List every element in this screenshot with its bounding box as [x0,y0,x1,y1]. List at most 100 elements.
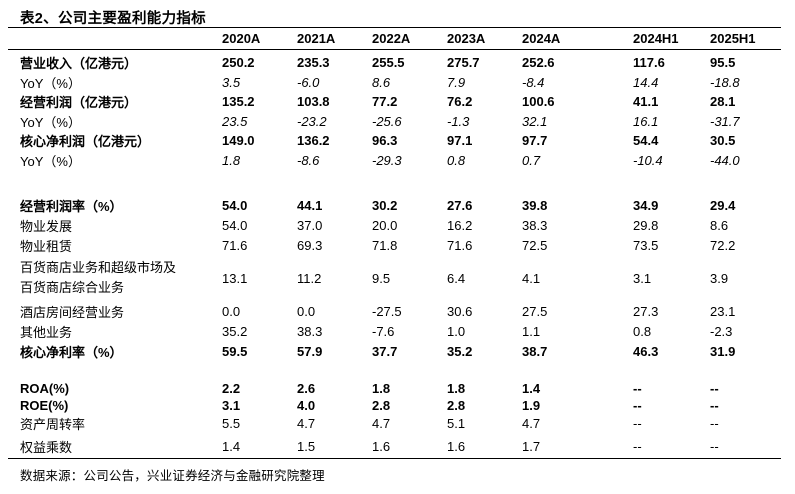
cell-value: -- [710,416,719,431]
cell-value: 136.2 [297,133,330,149]
cell-value: 8.6 [710,217,729,233]
cell-value: 250.2 [222,55,255,71]
row-label: 经营利润（亿港元） [20,95,138,111]
cell-value: 96.3 [372,133,398,149]
cell-value: 34.9 [633,197,659,213]
cell-value: 3.1 [633,270,652,286]
cell-value: 117.6 [633,55,665,71]
cell-value: 13.1 [222,270,248,286]
cell-value: 149.0 [222,133,255,149]
cell-value: 3.5 [222,74,241,90]
row-label: YoY（%） [20,114,81,130]
table-row: 经营利润（亿港元） 135.2 103.8 77.2 76.2 100.6 41.1 28.1 [8,92,781,112]
cell-value: 1.1 [522,323,541,339]
cell-value: 59.5 [222,343,248,359]
cell-value: -29.3 [372,152,402,168]
cell-value: 0.8 [447,152,466,168]
row-label: 资产周转率 [20,417,86,432]
cell-value: 235.3 [297,55,330,71]
cell-value: 1.4 [522,381,541,396]
cell-value: 0.7 [522,152,541,168]
cell-value: -1.3 [447,113,470,129]
cell-value: 3.1 [222,398,241,413]
cell-value: 71.6 [222,237,248,253]
row-label: 经营利润率（%） [20,198,123,214]
table-section: 营业收入（亿港元） 250.2 235.3 255.5 275.7 252.6 117.6 9… [8,50,781,170]
cell-value: 0.0 [222,303,241,319]
cell-value: 30.2 [372,197,398,213]
cell-value: 27.6 [447,197,473,213]
table-row: 核心净利润（亿港元） 149.0 136.2 96.3 97.1 97.7 54.4 30.5 [8,131,781,151]
column-header: 2025H1 [710,31,756,46]
data-source-note: 数据来源：公司公告，兴业证券经济与金融研究院整理 [20,469,325,483]
cell-value: 38.3 [522,217,548,233]
cell-value: 1.7 [522,439,541,454]
cell-value: 44.1 [297,197,323,213]
cell-value: 16.2 [447,217,473,233]
row-label: 酒店房间经营业务 [20,304,125,320]
cell-value: 72.5 [522,237,548,253]
cell-value: 1.5 [297,439,316,454]
cell-value: 9.5 [372,270,391,286]
column-header: 2024H1 [633,31,679,46]
cell-value: -- [633,381,642,396]
cell-value: 30.5 [710,133,736,149]
cell-value: 32.1 [522,113,548,129]
cell-value: 255.5 [372,55,405,71]
column-header: 2024A [522,31,561,46]
table-row: YoY（%） 1.8 -8.6 -29.3 0.8 0.7 -10.4 -44.0 [8,151,781,171]
cell-value: 72.2 [710,237,736,253]
cell-value: 27.3 [633,303,659,319]
cell-value: 76.2 [447,94,473,110]
cell-value: 38.7 [522,343,548,359]
cell-value: 30.6 [447,303,473,319]
cell-value: 97.1 [447,133,473,149]
cell-value: 1.4 [222,439,241,454]
cell-value: 0.8 [633,323,652,339]
cell-value: -- [710,439,719,454]
cell-value: 5.5 [222,416,241,431]
cell-value: -31.7 [710,113,740,129]
cell-value: -23.2 [297,113,327,129]
cell-value: 4.0 [297,398,316,413]
table-row: YoY（%） 3.5 -6.0 8.6 7.9 -8.4 14.4 -18.8 [8,73,781,93]
table-section: 经营利润率（%） 54.0 44.1 30.2 27.6 39.8 34.9 29.4 物业发展… [8,195,781,361]
row-label: 营业收入（亿港元） [20,56,138,72]
cell-value: 0.0 [297,303,316,319]
row-label: 物业发展 [20,218,73,234]
row-label: 核心净利润（亿港元） [20,134,151,150]
cell-value: -- [633,416,642,431]
column-header: 2021A [297,31,336,46]
cell-value: 5.1 [447,416,466,431]
cell-value: -44.0 [710,152,740,168]
row-label: ROA(%) [20,381,70,396]
table-row: 其他业务 35.2 38.3 -7.6 1.0 1.1 0.8 -2.3 [8,321,781,341]
cell-value: 46.3 [633,343,659,359]
cell-value: -7.6 [372,323,395,339]
cell-value: 1.6 [447,439,466,454]
cell-value: 27.5 [522,303,548,319]
column-header: 2020A [222,31,261,46]
cell-value: 4.7 [372,416,391,431]
table-row: 物业发展 54.0 37.0 20.0 16.2 38.3 29.8 8.6 [8,215,781,235]
column-header: 2022A [372,31,411,46]
row-label: 百货商店业务和超级市场及 百货商店综合业务 [20,260,177,295]
cell-value: 37.0 [297,217,323,233]
cell-value: -10.4 [633,152,663,168]
cell-value: 35.2 [222,323,248,339]
cell-value: 69.3 [297,237,323,253]
cell-value: -- [710,381,719,396]
cell-value: 97.7 [522,133,548,149]
cell-value: 38.3 [297,323,323,339]
table-title: 表2、公司主要盈利能力指标 [20,11,206,27]
cell-value: 14.4 [633,74,659,90]
table-section: ROA(%) 2.2 2.6 1.8 1.8 1.4 -- -- ROE(%) 3.1 4.0 2.8… [8,380,781,456]
cell-value: 2.8 [447,398,466,413]
cell-value: -2.3 [710,323,733,339]
cell-value: 41.1 [633,94,659,110]
cell-value: 8.6 [372,74,391,90]
cell-value: 103.8 [297,94,330,110]
cell-value: 1.6 [372,439,391,454]
cell-value: 39.8 [522,197,548,213]
